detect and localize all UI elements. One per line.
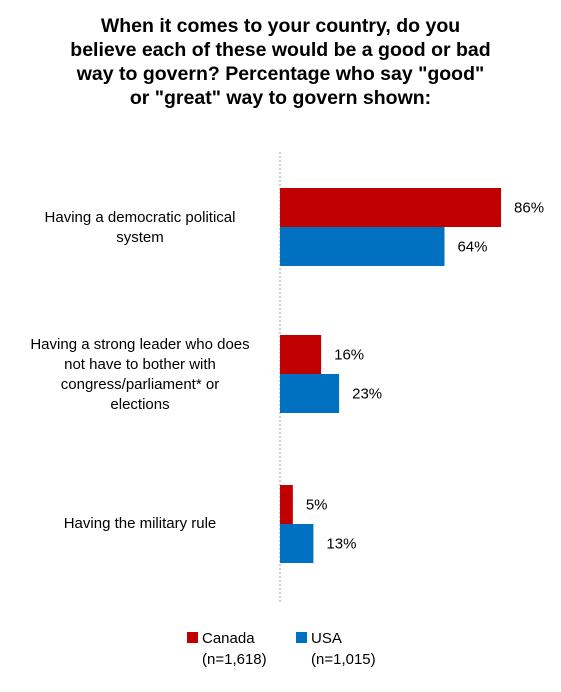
bar-usa-1 — [280, 374, 340, 413]
data-label-canada-0: 86% — [514, 200, 544, 217]
data-label-canada-2: 5% — [306, 497, 328, 514]
bar-canada-1 — [280, 335, 322, 374]
category-label-2: Having the military rule — [15, 514, 265, 534]
chart-title-line: When it comes to your country, do you — [100, 15, 461, 37]
legend-swatch-canada — [187, 632, 198, 643]
category-label-line: Having the military rule — [63, 515, 217, 532]
category-label-line: not have to bother with — [64, 356, 216, 373]
bar-usa-2 — [280, 524, 314, 563]
legend-item-canada: Canada (n=1,618) — [187, 628, 267, 670]
legend-sample-usa: (n=1,015) — [311, 651, 376, 668]
chart-title-line: or "great" way to govern shown: — [129, 87, 432, 109]
chart-title-line: believe each of these would be a good or… — [70, 39, 491, 61]
category-label-0: Having a democratic political system — [15, 208, 265, 248]
legend-label-usa: USA — [311, 630, 342, 647]
legend-item-usa: USA (n=1,015) — [296, 628, 376, 670]
category-label-1: Having a strong leader who does not have … — [15, 335, 265, 415]
data-label-usa-1: 23% — [352, 386, 382, 403]
chart-title-line: way to govern? Percentage who say "good" — [76, 63, 485, 85]
bar-canada-0 — [280, 188, 502, 227]
legend-swatch-usa — [296, 632, 307, 643]
chart-title: When it comes to your country, do you be… — [20, 14, 541, 110]
data-label-usa-2: 13% — [326, 536, 356, 553]
category-label-line: congress/parliament* or — [60, 376, 220, 393]
data-label-canada-1: 16% — [334, 347, 364, 364]
legend-label-canada: Canada — [202, 630, 255, 647]
category-label-line: system — [116, 229, 164, 246]
legend-sample-canada: (n=1,618) — [202, 651, 267, 668]
category-label-line: Having a democratic political — [44, 209, 236, 226]
category-label-line: Having a strong leader who does — [30, 336, 250, 353]
bar-usa-0 — [280, 227, 445, 266]
data-label-usa-0: 64% — [457, 239, 487, 256]
category-label-line: elections — [110, 396, 170, 413]
bar-canada-2 — [280, 485, 293, 524]
